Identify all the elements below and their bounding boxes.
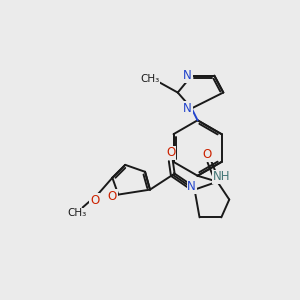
Text: O: O bbox=[166, 146, 176, 160]
Text: CH₃: CH₃ bbox=[140, 74, 160, 84]
Text: N: N bbox=[183, 102, 192, 115]
Text: O: O bbox=[108, 190, 117, 203]
Text: N: N bbox=[183, 69, 192, 82]
Text: O: O bbox=[203, 148, 212, 161]
Text: N: N bbox=[187, 180, 196, 193]
Text: CH₃: CH₃ bbox=[67, 208, 86, 218]
Text: O: O bbox=[90, 194, 99, 207]
Text: NH: NH bbox=[213, 170, 230, 183]
